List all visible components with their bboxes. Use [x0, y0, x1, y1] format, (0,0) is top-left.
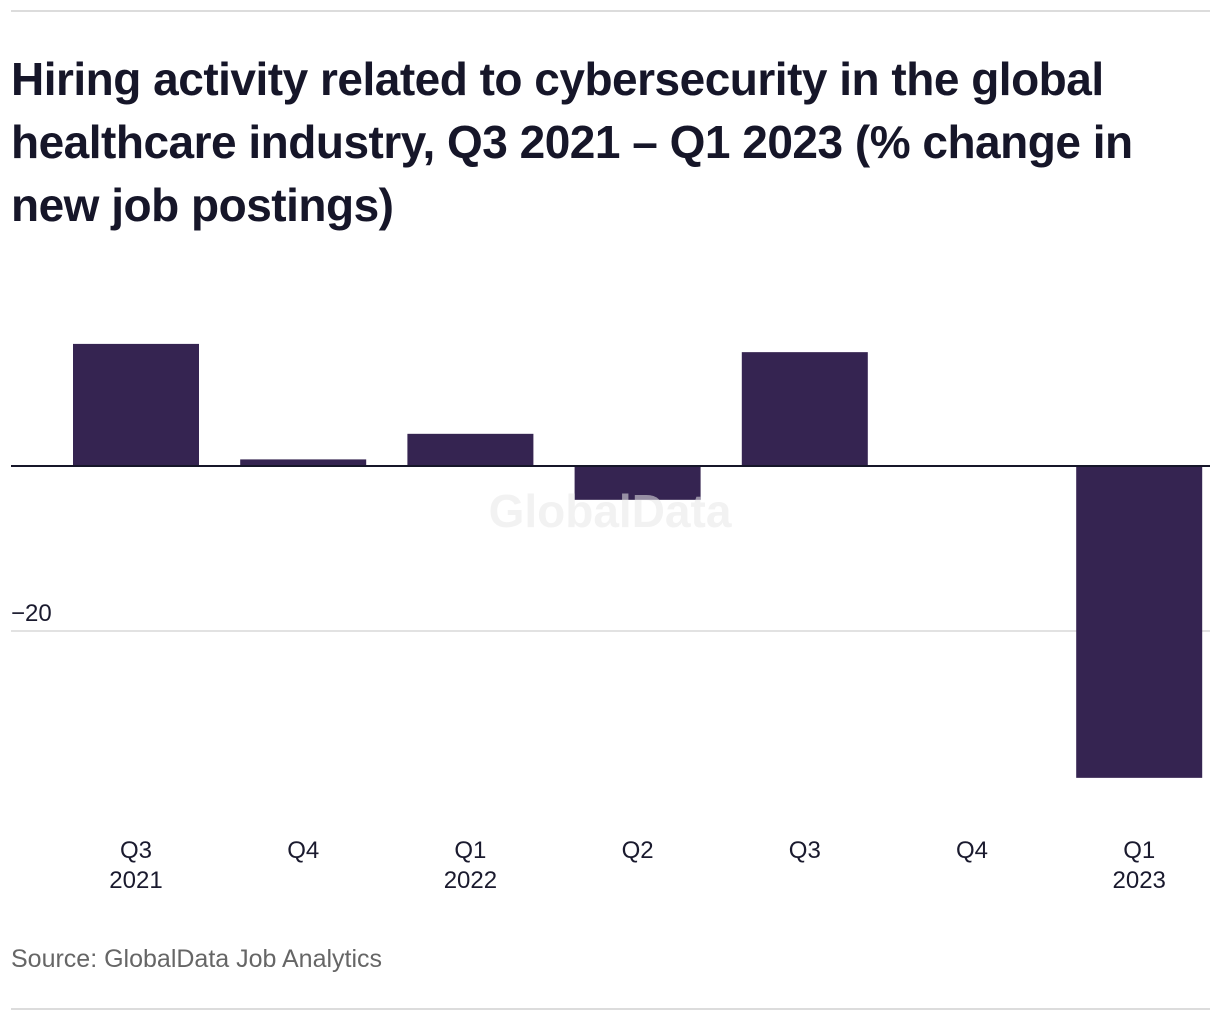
bar [240, 459, 367, 466]
watermark: GlobalData [489, 485, 732, 537]
source-note: Source: GlobalData Job Analytics [11, 945, 383, 973]
bar [574, 466, 701, 500]
chart-title: Hiring activity related to cybersecurity… [11, 53, 1133, 231]
x-tick-quarter: Q3 [789, 837, 821, 864]
bar [407, 433, 534, 466]
y-tick-label: −20 [11, 600, 52, 627]
x-tick-year: 2021 [109, 867, 162, 894]
x-tick-quarter: Q1 [454, 837, 486, 864]
x-tick-quarter: Q4 [287, 837, 319, 864]
top-divider [11, 10, 1210, 12]
bar [73, 343, 199, 466]
x-tick-labels: Q3 2021 Q4 Q1 2022 Q2 Q3 Q4 Q1 2023 [109, 837, 1166, 894]
y-tick-labels: −20 [11, 600, 52, 627]
x-tick-quarter: Q4 [956, 837, 988, 864]
bar [1076, 466, 1203, 778]
bottom-divider [11, 1008, 1210, 1010]
x-tick-quarter: Q3 [120, 837, 152, 864]
x-tick-quarter: Q2 [622, 837, 654, 864]
x-tick-year: 2023 [1113, 867, 1166, 894]
bars [73, 343, 1203, 778]
bar [741, 352, 868, 466]
x-tick-quarter: Q1 [1123, 837, 1155, 864]
x-tick-year: 2022 [444, 867, 497, 894]
